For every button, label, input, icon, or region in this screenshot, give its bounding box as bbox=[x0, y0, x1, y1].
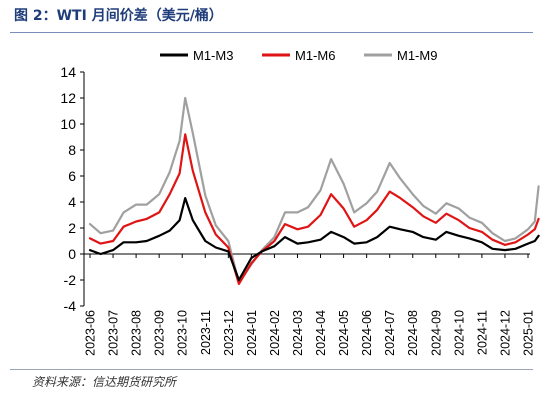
x-tick-label: 2023-06 bbox=[84, 310, 98, 356]
legend-label: M1-M6 bbox=[295, 48, 335, 63]
y-tick-label: 8 bbox=[68, 142, 76, 158]
legend-label: M1-M9 bbox=[397, 48, 437, 63]
y-tick-label: 10 bbox=[60, 116, 76, 132]
series-layer bbox=[88, 96, 540, 285]
source-divider bbox=[10, 369, 533, 370]
x-tick-label: 2023-07 bbox=[107, 310, 121, 356]
y-tick-label: 12 bbox=[60, 90, 76, 106]
x-tick-label: 2023-12 bbox=[222, 310, 236, 356]
y-tick-label: -4 bbox=[64, 298, 77, 314]
x-tick-label: 2023-11 bbox=[199, 310, 213, 355]
y-tick-label: 6 bbox=[68, 168, 76, 184]
series-line-m1-m6 bbox=[88, 133, 540, 285]
x-tick-label: 2024-07 bbox=[383, 310, 397, 356]
y-tick-label: 0 bbox=[68, 246, 76, 262]
x-tick-label: 2023-08 bbox=[130, 310, 144, 356]
y-tick-label: 4 bbox=[68, 194, 76, 210]
x-tick-label: 2024-09 bbox=[429, 310, 443, 356]
title-divider bbox=[10, 32, 533, 33]
x-tick-label: 2024-04 bbox=[314, 310, 328, 356]
x-tick-label: 2024-06 bbox=[360, 310, 374, 356]
x-tick-label: 2024-11 bbox=[475, 310, 489, 355]
x-tick-label: 2024-03 bbox=[291, 310, 305, 356]
y-tick-label: 2 bbox=[68, 220, 76, 236]
y-axis: 14 12 10 8 6 4 2 0 -2 -4 bbox=[60, 64, 85, 314]
legend-label: M1-M3 bbox=[193, 48, 233, 63]
x-tick-label: 2024-05 bbox=[337, 310, 351, 356]
x-tick-label: 2024-01 bbox=[245, 310, 259, 356]
x-axis: 2023-06 2023-07 2023-08 2023-09 2023-10 2023-… bbox=[84, 253, 536, 356]
source-note: 资料来源：信达期货研究所 bbox=[32, 375, 177, 389]
series-line-m1-m9 bbox=[88, 96, 540, 284]
chart-title: 图 2：WTI 月间价差（美元/桶） bbox=[14, 8, 223, 24]
y-tick-label: 14 bbox=[60, 64, 76, 80]
x-tick-label: 2024-10 bbox=[452, 310, 466, 356]
y-tick-label: -2 bbox=[64, 272, 77, 288]
x-tick-label: 2024-02 bbox=[268, 310, 282, 356]
x-tick-label: 2025-01 bbox=[522, 310, 536, 356]
x-tick-label: 2023-10 bbox=[176, 310, 190, 356]
x-tick-label: 2024-08 bbox=[406, 310, 420, 356]
series-line-m1-m3 bbox=[88, 197, 540, 282]
legend: M1-M3 M1-M6 M1-M9 bbox=[160, 48, 437, 63]
x-tick-label: 2024-12 bbox=[498, 310, 512, 356]
x-tick-label: 2023-09 bbox=[153, 310, 167, 356]
